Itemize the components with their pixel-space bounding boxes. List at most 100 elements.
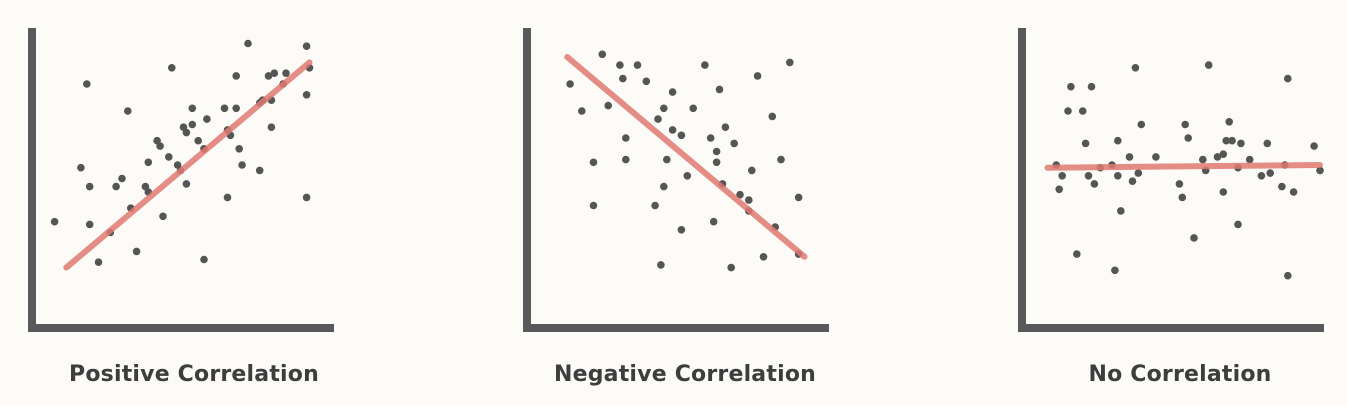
data-point-negative-17 xyxy=(663,155,671,164)
data-point-negative-9 xyxy=(622,155,630,164)
data-point-none-25 xyxy=(1181,120,1189,129)
data-point-none-18 xyxy=(1128,177,1137,185)
data-point-negative-43 xyxy=(786,58,794,67)
data-point-none-41 xyxy=(1257,172,1266,180)
data-point-negative-29 xyxy=(715,85,724,94)
data-point-negative-31 xyxy=(721,123,730,131)
data-point-none-19 xyxy=(1131,64,1140,72)
chart-panel-none: No Correlation xyxy=(1015,0,1347,406)
trend-line-negative xyxy=(564,54,808,260)
data-point-none-13 xyxy=(1111,266,1119,275)
data-point-positive-27 xyxy=(194,136,202,145)
data-point-positive-7 xyxy=(112,182,120,191)
data-point-negative-5 xyxy=(604,101,612,110)
data-point-none-5 xyxy=(1073,250,1081,258)
data-point-none-30 xyxy=(1204,61,1213,69)
data-point-positive-48 xyxy=(282,69,290,77)
data-point-negative-39 xyxy=(759,252,768,261)
data-point-none-40 xyxy=(1245,155,1254,164)
data-point-negative-6 xyxy=(616,61,624,69)
data-point-none-26 xyxy=(1184,134,1192,142)
chart-title-none: No Correlation xyxy=(1088,362,1272,387)
data-point-negative-1 xyxy=(578,107,586,115)
data-point-negative-12 xyxy=(651,201,659,210)
data-point-none-23 xyxy=(1175,180,1184,188)
data-point-negative-26 xyxy=(709,217,718,226)
data-point-positive-2 xyxy=(77,163,85,172)
chart-title-negative: Negative Correlation xyxy=(553,362,816,387)
chart-title-positive: Positive Correlation xyxy=(69,362,319,387)
data-point-none-3 xyxy=(1064,107,1072,115)
data-point-negative-40 xyxy=(768,112,777,121)
chart-panel-positive: Positive Correlation xyxy=(25,0,465,406)
data-point-negative-28 xyxy=(712,158,721,167)
data-point-negative-18 xyxy=(668,88,677,96)
data-point-none-1 xyxy=(1055,185,1063,194)
data-point-negative-20 xyxy=(677,226,686,234)
data-point-positive-25 xyxy=(188,104,197,113)
scatter-plot-positive xyxy=(28,28,334,332)
data-point-none-2 xyxy=(1058,172,1066,180)
data-point-positive-49 xyxy=(302,193,311,202)
data-point-none-34 xyxy=(1222,136,1230,145)
data-point-negative-32 xyxy=(727,263,735,272)
data-point-none-8 xyxy=(1084,172,1093,180)
data-point-negative-27 xyxy=(712,147,721,156)
data-point-none-42 xyxy=(1263,139,1272,148)
data-point-negative-24 xyxy=(701,61,709,69)
data-point-positive-41 xyxy=(255,166,264,175)
data-point-positive-43 xyxy=(264,72,273,80)
data-point-none-36 xyxy=(1228,136,1236,145)
data-point-positive-8 xyxy=(118,174,126,183)
data-point-positive-23 xyxy=(182,128,191,137)
data-point-none-46 xyxy=(1284,74,1292,83)
data-point-positive-4 xyxy=(85,220,94,229)
data-point-negative-21 xyxy=(677,131,686,140)
data-point-none-35 xyxy=(1225,118,1233,126)
data-point-positive-31 xyxy=(220,104,229,113)
data-point-positive-36 xyxy=(232,72,240,80)
data-point-positive-33 xyxy=(223,193,232,202)
data-point-none-24 xyxy=(1178,193,1187,202)
data-point-none-4 xyxy=(1067,82,1075,91)
data-point-none-17 xyxy=(1125,153,1134,161)
data-point-none-39 xyxy=(1237,139,1245,148)
data-point-positive-38 xyxy=(238,161,246,169)
data-point-none-15 xyxy=(1114,136,1122,145)
data-point-negative-8 xyxy=(622,134,630,142)
data-point-none-27 xyxy=(1190,234,1198,242)
data-point-none-43 xyxy=(1266,169,1274,177)
data-point-none-21 xyxy=(1137,120,1146,129)
data-point-negative-3 xyxy=(589,201,598,210)
data-point-positive-50 xyxy=(302,42,311,50)
data-point-negative-13 xyxy=(654,115,662,123)
data-point-none-22 xyxy=(1152,153,1160,161)
data-point-none-10 xyxy=(1090,180,1099,188)
data-point-positive-0 xyxy=(50,217,59,226)
data-point-negative-7 xyxy=(619,74,627,83)
data-point-positive-18 xyxy=(165,153,173,161)
data-point-none-49 xyxy=(1310,142,1318,150)
data-point-positive-30 xyxy=(203,115,211,123)
data-point-positive-19 xyxy=(168,64,176,72)
data-point-positive-46 xyxy=(270,69,279,77)
data-point-positive-9 xyxy=(124,107,132,115)
data-point-negative-15 xyxy=(660,182,668,191)
data-point-positive-44 xyxy=(267,123,276,131)
data-point-positive-24 xyxy=(182,180,191,188)
data-point-positive-37 xyxy=(235,145,243,153)
data-point-negative-42 xyxy=(777,155,785,164)
data-point-none-48 xyxy=(1289,188,1298,196)
data-point-none-7 xyxy=(1081,139,1090,148)
data-point-none-32 xyxy=(1219,150,1228,158)
data-point-none-33 xyxy=(1219,188,1228,196)
data-point-none-16 xyxy=(1117,207,1125,215)
data-point-negative-38 xyxy=(753,72,762,80)
data-point-none-44 xyxy=(1278,182,1286,191)
data-point-negative-0 xyxy=(566,80,574,88)
data-point-none-47 xyxy=(1284,271,1292,280)
data-point-none-6 xyxy=(1078,107,1087,115)
data-point-negative-22 xyxy=(683,172,692,180)
data-point-negative-11 xyxy=(642,77,651,86)
data-point-positive-28 xyxy=(200,255,208,264)
